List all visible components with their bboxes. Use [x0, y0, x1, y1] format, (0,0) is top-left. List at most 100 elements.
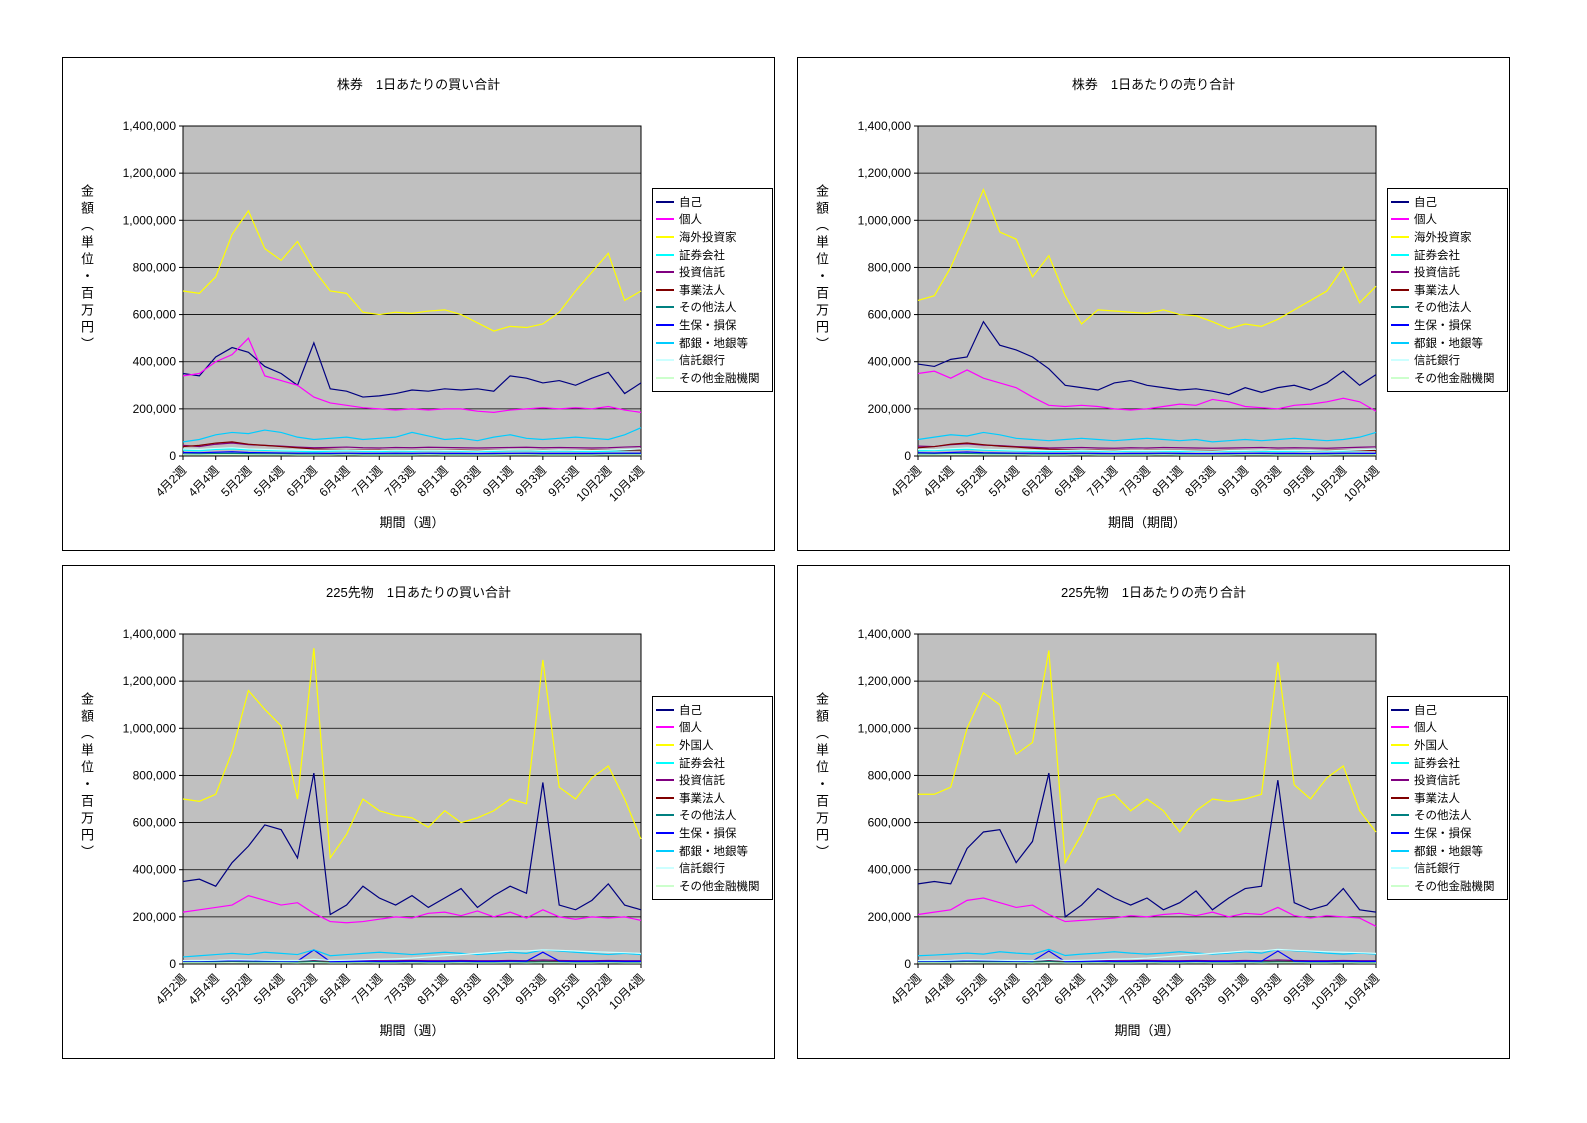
- legend-item: その他金融機関: [1391, 877, 1504, 895]
- x-tick-label: 9月1週: [480, 971, 516, 1007]
- legend: 自己 個人 外国人 証券会社 投資信託 事業法人 その他法人 生保・損保 都銀・地銀等 信託銀行そ…: [652, 696, 773, 900]
- legend-swatch: [1391, 288, 1409, 291]
- y-tick-label: 800,000: [133, 260, 177, 274]
- y-tick-label: 1,000,000: [858, 721, 912, 735]
- charts-grid: 株券 1日あたりの買い合計 金額（単位・百万円） 0 200,000 400,000…: [62, 57, 1510, 1059]
- legend-label: 個人: [679, 722, 702, 735]
- legend-label: 個人: [1414, 214, 1437, 227]
- legend-swatch: [1391, 796, 1409, 799]
- legend-label: 生保・損保: [679, 319, 737, 332]
- legend-swatch: [656, 306, 674, 309]
- legend-item: 投資信託: [1391, 263, 1504, 281]
- legend-label: 都銀・地銀等: [1414, 845, 1483, 858]
- legend-label: 事業法人: [679, 284, 725, 297]
- x-tick-label: 4月2週: [888, 971, 924, 1007]
- legend-swatch: [1391, 376, 1409, 379]
- x-tick-label: 4月4週: [186, 463, 222, 499]
- x-tick-label: 5月2週: [218, 971, 254, 1007]
- series-line-9: [182, 447, 642, 452]
- legend-item: 証券会社: [1391, 754, 1504, 772]
- legend-swatch: [1391, 814, 1409, 817]
- series-line-3: [182, 448, 642, 453]
- chart-title: 株券 1日あたりの買い合計: [336, 77, 501, 92]
- x-tick-label: 10月2週: [573, 971, 614, 1012]
- legend-label: 証券会社: [679, 757, 725, 770]
- y-tick-label: 400,000: [133, 355, 177, 369]
- x-axis-title: 期間（週）: [1114, 1023, 1180, 1038]
- legend-swatch: [656, 271, 674, 274]
- x-tick-label: 10月2週: [1308, 971, 1349, 1012]
- series-line-6: [918, 453, 1376, 456]
- series-line-6: [918, 961, 1376, 963]
- legend-label: 事業法人: [679, 792, 725, 805]
- x-tick-label: 4月4週: [921, 463, 957, 499]
- series-line-0: [182, 772, 642, 916]
- x-tick-label: 8月3週: [447, 463, 483, 499]
- legend: 自己 個人 外国人 証券会社 投資信託 事業法人 その他法人 生保・損保 都銀・地銀等 信託銀行そ…: [1387, 696, 1508, 900]
- legend-item: 証券会社: [656, 246, 769, 264]
- legend-item: 信託銀行: [656, 859, 769, 877]
- plot-area: 0 200,000 400,000 600,000 800,000 1,000,000 1,…: [858, 119, 1383, 504]
- x-tick-label: 4月4週: [186, 971, 222, 1007]
- legend-item: 投資信託: [656, 263, 769, 281]
- y-tick-label: 0: [169, 957, 176, 971]
- y-tick-label: 1,400,000: [123, 119, 177, 133]
- x-tick-label: 5月2週: [953, 463, 989, 499]
- plot-area: 0 200,000 400,000 600,000 800,000 1,000,000 1,…: [858, 627, 1383, 1012]
- legend-item: 証券会社: [656, 754, 769, 772]
- legend-item: 海外投資家: [1391, 228, 1504, 246]
- legend-item: 生保・損保: [1391, 824, 1504, 842]
- legend-item: 信託銀行: [1391, 351, 1504, 369]
- y-tick-label: 0: [904, 449, 911, 463]
- legend-item: 個人: [656, 211, 769, 229]
- y-tick-label: 1,200,000: [858, 674, 912, 688]
- legend-swatch: [1391, 708, 1409, 711]
- series-line-7: [917, 451, 1376, 455]
- series-line-2: [917, 188, 1377, 330]
- series-line-9: [183, 949, 642, 962]
- x-tick-label: 9月3週: [513, 971, 549, 1007]
- legend-swatch: [656, 814, 674, 817]
- legend-swatch: [1391, 779, 1409, 782]
- x-tick-label: 5月4週: [986, 971, 1022, 1007]
- y-tick-label: 1,400,000: [858, 627, 912, 641]
- x-tick-label: 7月3週: [382, 463, 418, 499]
- x-tick-label: 6月4週: [316, 971, 352, 1007]
- legend-item: 事業法人: [1391, 281, 1504, 299]
- legend-swatch: [1391, 831, 1409, 834]
- legend-label: 信託銀行: [1414, 355, 1460, 368]
- x-tick-label: 8月3週: [1182, 463, 1218, 499]
- x-tick-label: 4月4週: [921, 971, 957, 1007]
- legend-item: その他法人: [656, 807, 769, 825]
- series-line-7: [182, 451, 641, 455]
- chart-title: 225先物 1日あたりの売り合計: [1061, 585, 1246, 600]
- x-axis-title: 期間（週）: [379, 515, 445, 530]
- x-tick-label: 6月2週: [284, 971, 320, 1007]
- legend-label: 証券会社: [1414, 757, 1460, 770]
- legend-label: 外国人: [1414, 739, 1449, 752]
- y-tick-label: 1,000,000: [123, 213, 177, 227]
- x-tick-label: 8月3週: [1182, 971, 1218, 1007]
- legend-item: 都銀・地銀等: [656, 842, 769, 860]
- legend-label: その他金融機関: [1414, 880, 1495, 893]
- legend-swatch: [656, 831, 674, 834]
- chart-panel-futures-buy: 225先物 1日あたりの買い合計 金額（単位・百万円） 0 200,000 400,…: [62, 565, 775, 1059]
- x-tick-label: 10月4週: [606, 463, 647, 504]
- legend-label: 生保・損保: [1414, 827, 1472, 840]
- legend-item: その他金融機関: [656, 877, 769, 895]
- chart-panel-stocks-buy: 株券 1日あたりの買い合計 金額（単位・百万円） 0 200,000 400,000…: [62, 57, 775, 551]
- legend-label: 投資信託: [1414, 775, 1460, 788]
- legend-item: 個人: [1391, 211, 1504, 229]
- series-line-8: [917, 431, 1377, 443]
- x-tick-label: 7月3週: [1117, 971, 1153, 1007]
- y-tick-label: 1,200,000: [123, 674, 177, 688]
- legend-label: 個人: [679, 214, 702, 227]
- y-tick-label: 1,000,000: [858, 213, 912, 227]
- series-line-9: [917, 447, 1377, 452]
- x-tick-label: 5月2週: [218, 463, 254, 499]
- x-tick-label: 7月1週: [349, 971, 385, 1007]
- legend-swatch: [656, 884, 674, 887]
- plot-background: [182, 125, 642, 457]
- x-tick-label: 5月4週: [251, 971, 287, 1007]
- legend: 自己 個人 海外投資家 証券会社 投資信託 事業法人 その他法人 生保・損保 都銀・地銀等 信託銀…: [1387, 188, 1508, 392]
